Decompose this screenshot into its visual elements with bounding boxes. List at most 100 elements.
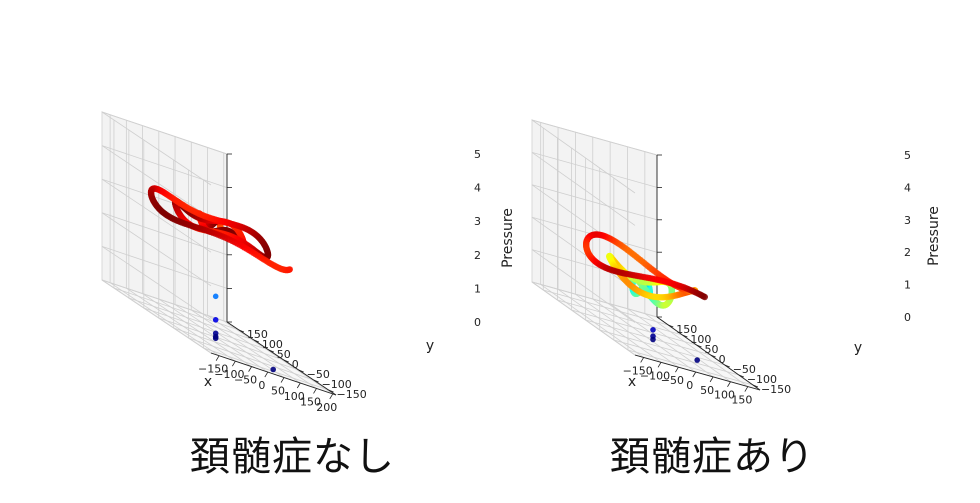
data-point [286,266,293,273]
grid-side-z [531,281,636,356]
z-tick-label: 0 [904,311,911,324]
x-tick-mark [232,360,236,367]
grid-side-z [531,216,636,291]
grid-side-z [101,111,212,186]
grid-floor-x [174,304,285,378]
x-tick-mark [296,382,301,389]
x-tick-mark [675,366,679,373]
grid-floor-y [571,309,697,346]
x-tick-mark [329,393,334,400]
plot-right-3d: −150−100−50 0 50 100150−150−100−50050100150… [531,119,942,407]
z-tick-label: 5 [474,148,481,161]
x-tick-mark [280,377,285,383]
y-tick-label: −50 [733,363,756,376]
grid-floor-x [609,303,714,378]
y-tick-mark [710,354,716,358]
grid-side-z [101,212,212,287]
x-axis-line [634,354,761,391]
grid-side-z [531,152,636,226]
z-tick-label: 1 [474,282,481,295]
z-axis-label: Pressure [500,208,516,268]
grid-back-z [101,145,228,188]
y-tick-label: 100 [262,338,283,351]
x-tick-mark [313,388,317,394]
z-tick-label: 0 [474,316,481,329]
data-point [650,336,656,343]
grid-back-z [101,246,228,289]
data-point [212,335,219,342]
x-tick-mark [727,381,731,387]
x-tick-mark [264,371,269,378]
grid-floor-y [128,297,255,341]
y-tick-mark [752,384,759,388]
y-tick-mark [313,379,319,383]
y-tick-label: 150 [247,328,268,341]
y-tick-mark [328,389,334,393]
grid-floor-y [599,329,725,366]
y-tick-label: −50 [307,368,330,381]
caption-right: 頚髄症あり [610,434,815,480]
grid-side-z [101,246,212,320]
plot-left-3d: −150−100−50 0 50100150200−150−100−50050100… [101,111,516,414]
y-tick-mark [298,369,304,373]
x-tick-label: −150 [623,364,653,377]
grid-back-z [101,111,228,155]
grid-floor-y [557,299,683,336]
data-point [701,293,708,301]
x-tick-mark [709,376,714,383]
z-tick-label: 3 [474,215,481,228]
y-axis-label: y [854,340,862,356]
data-point [270,366,277,373]
x-tick-label: −100 [214,368,244,381]
y-tick-mark [738,374,744,378]
z-axis-label: Pressure [926,206,942,266]
x-tick-label: 50 [271,385,285,398]
y-tick-label: 50 [705,343,719,356]
x-tick-label: −50 [234,374,257,387]
grid-floor-y [585,319,711,356]
caption-left: 頚髄症なし [190,434,395,480]
y-tick-mark [253,339,260,343]
y-tick-mark [283,359,289,363]
grid-floor-y [627,349,754,386]
x-tick-mark [657,362,662,368]
x-tick-mark [640,357,645,363]
grid-floor-y [613,339,739,376]
data-point [212,317,219,323]
grid-floor-x [627,308,731,383]
grid-floor-x [191,309,301,384]
z-tick-label: 4 [904,181,911,194]
y-tick-label: 150 [676,323,697,336]
y-tick-mark [238,329,245,333]
x-tick-label: 150 [300,395,321,408]
z-tick-label: 2 [904,246,911,259]
grid-floor-y [543,289,669,326]
grid-floor-y [143,307,269,351]
y-tick-label: 100 [690,333,711,346]
grid-floor-x [223,320,333,395]
y-axis-line [226,321,337,396]
x-tick-label: 0 [686,379,693,392]
grid-side-z [101,279,212,354]
grid-floor-y [203,347,329,391]
x-tick-label: 100 [714,389,735,402]
x-axis-line [210,352,337,396]
z-tick-label: 3 [904,214,911,227]
x-tick-label: 0 [258,379,265,392]
x-tick-label: −150 [198,363,228,376]
y-axis-line [656,316,761,391]
grid-back-z [531,119,658,156]
x-tick-mark [215,355,220,361]
grid-floor-y [173,327,299,371]
x-tick-label: −50 [661,374,684,387]
grid-floor-x [575,293,679,368]
grid-back-z [101,212,228,256]
y-tick-mark [268,349,274,353]
y-tick-label: −150 [761,383,791,396]
z-tick-label: 4 [474,182,481,195]
grid-floor-y [113,287,240,331]
grid-floor-x [142,293,252,367]
z-tick-label: 2 [474,249,481,262]
x-tick-mark [744,386,749,392]
